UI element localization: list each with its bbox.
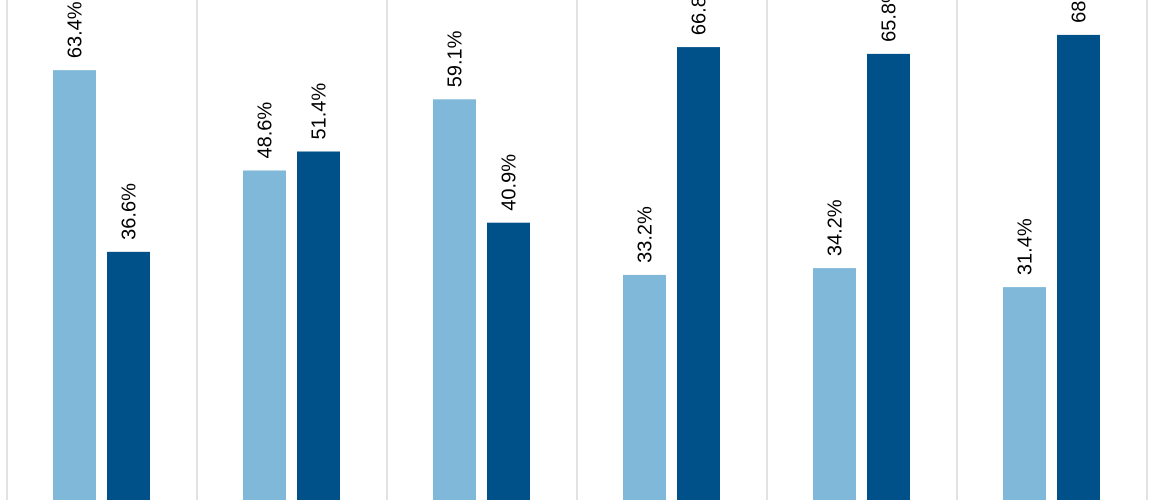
bar-series-1-group-6 bbox=[1003, 287, 1046, 500]
bar-series-2-group-5 bbox=[867, 53, 910, 500]
bars bbox=[53, 34, 1100, 500]
data-label-series-2-group-5: 65.8% bbox=[879, 0, 901, 42]
bar-series-1-group-1 bbox=[53, 70, 96, 500]
data-label-series-2-group-2: 51.4% bbox=[309, 83, 331, 140]
bar-series-2-group-3 bbox=[487, 222, 530, 500]
data-label-series-2-group-3: 40.9% bbox=[499, 154, 521, 211]
data-labels: 63.4% 48.6% 59.1% 33.2% 34.2% 31.4% 36.6% 51.4%… bbox=[65, 0, 1091, 275]
bar-series-2-group-1 bbox=[107, 251, 150, 500]
bar-series-1-group-3 bbox=[433, 99, 476, 500]
data-label-series-1-group-2: 48.6% bbox=[255, 102, 277, 159]
bar-series-1-group-2 bbox=[243, 170, 286, 500]
data-label-series-2-group-4: 66.8% bbox=[689, 0, 711, 35]
bar-series-2-group-6 bbox=[1057, 34, 1100, 500]
data-label-series-1-group-4: 33.2% bbox=[635, 206, 657, 263]
bar-series-1-group-5 bbox=[813, 268, 856, 500]
data-label-series-1-group-3: 59.1% bbox=[445, 30, 467, 87]
bar-series-2-group-4 bbox=[677, 47, 720, 500]
data-label-series-2-group-1: 36.6% bbox=[119, 183, 141, 240]
data-label-series-1-group-5: 34.2% bbox=[825, 199, 847, 256]
bar-series-1-group-4 bbox=[623, 274, 666, 500]
category-dividers bbox=[6, 0, 1148, 500]
bar-series-2-group-2 bbox=[297, 151, 340, 500]
data-label-series-1-group-1: 63.4% bbox=[65, 1, 87, 58]
data-label-series-2-group-6: 68.6% bbox=[1069, 0, 1091, 23]
data-label-series-1-group-6: 31.4% bbox=[1015, 218, 1037, 275]
